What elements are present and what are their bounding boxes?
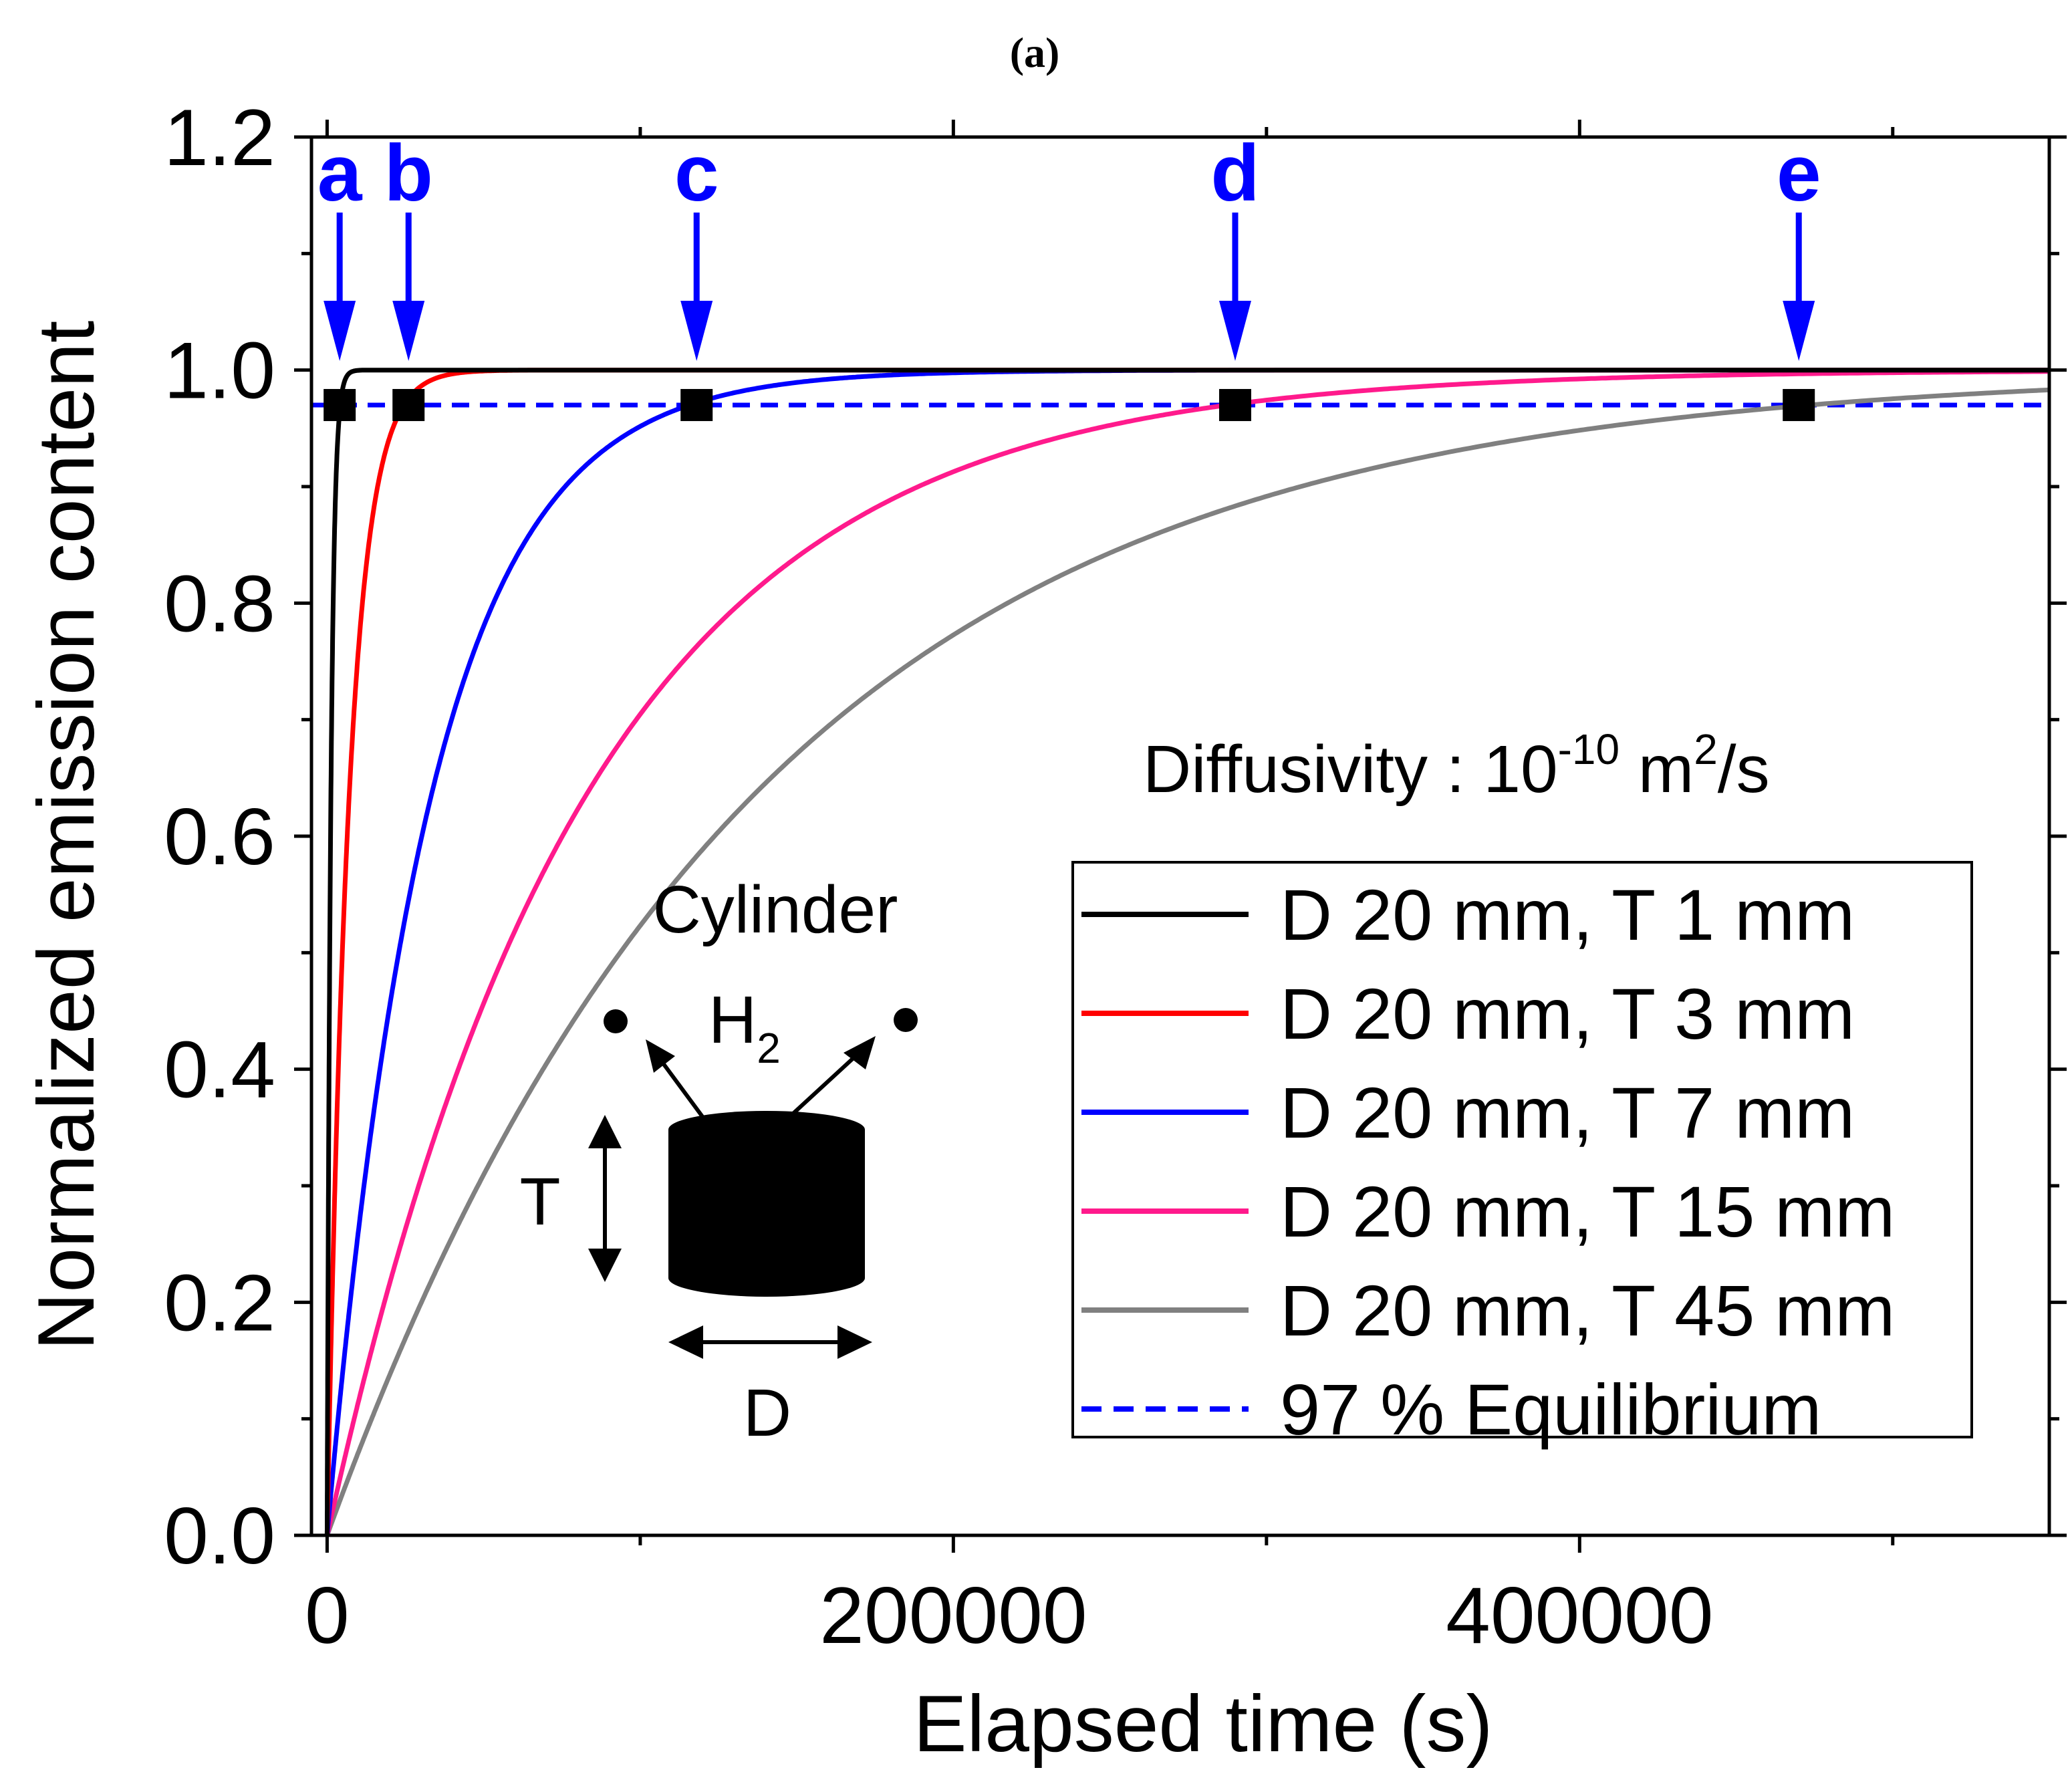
series-line-d-20-mm-t-15-mm	[324, 369, 2049, 1538]
marker-label-d: d	[1210, 128, 1259, 218]
legend-label-d-20-mm-t-1-mm: D 20 mm, T 1 mm	[1280, 874, 1855, 955]
thickness-arrow-up-head	[588, 1115, 622, 1148]
y-tick-label: 1.0	[164, 326, 275, 416]
emission-arrow-left-head	[646, 1039, 675, 1073]
marker-arrow-head-a	[324, 301, 356, 361]
marker-label-e: e	[1777, 128, 1821, 218]
hydrogen-dot-right	[894, 1008, 918, 1032]
y-tick-label: 0.8	[164, 559, 275, 648]
cylinder-top	[668, 1111, 865, 1148]
gas-subscript: 2	[757, 1024, 781, 1072]
legend-label-d-20-mm-t-45-mm: D 20 mm, T 45 mm	[1280, 1270, 1895, 1351]
emission-arrow-right-head	[844, 1036, 876, 1069]
series-line-d-20-mm-t-45-mm	[325, 387, 2050, 1538]
y-tick-label: 0.4	[164, 1025, 275, 1115]
marker-c	[680, 388, 713, 421]
legend-label-d-20-mm-t-7-mm: D 20 mm, T 7 mm	[1280, 1072, 1855, 1153]
y-axis-label: Normalized emission content	[21, 321, 111, 1351]
gas-label: H2	[708, 983, 781, 1072]
marker-label-c: c	[674, 128, 719, 218]
marker-label-b: b	[384, 128, 433, 218]
legend: D 20 mm, T 1 mm D 20 mm, T 3 mm D 20 mm, T…	[1071, 861, 1973, 1450]
marker-a	[324, 388, 356, 421]
emission-arrow-right-shaft	[787, 1054, 858, 1120]
marker-arrow-head-b	[392, 301, 425, 361]
diameter-label: D	[743, 1376, 791, 1450]
diameter-arrow-right-head	[837, 1325, 872, 1359]
y-tick-label: 1.2	[164, 93, 275, 182]
legend-box	[1071, 861, 1973, 1438]
gas-symbol: H	[708, 983, 757, 1057]
legend-label-d-20-mm-t-15-mm: D 20 mm, T 15 mm	[1280, 1171, 1895, 1252]
inset-title: Cylinder	[653, 872, 898, 947]
marker-arrow-head-c	[680, 301, 713, 361]
legend-label-d-20-mm-t-3-mm: D 20 mm, T 3 mm	[1280, 973, 1855, 1054]
marker-b	[392, 388, 425, 421]
y-tick-label: 0.6	[164, 792, 275, 882]
x-tick-label: 0	[305, 1571, 350, 1660]
cylinder-inset: Cylinder H2 T D	[519, 872, 918, 1450]
diameter-arrow-left-head	[668, 1325, 703, 1359]
panel-label: (a)	[1010, 29, 1060, 76]
diffusivity-exponent: -10	[1558, 725, 1620, 773]
emission-arrow-left-shaft	[660, 1060, 705, 1119]
thickness-label: T	[519, 1164, 560, 1239]
hydrogen-dot-left	[604, 1009, 628, 1033]
marker-arrow-head-e	[1783, 301, 1815, 361]
x-tick-label: 400000	[1446, 1571, 1713, 1660]
legend-items: D 20 mm, T 1 mm D 20 mm, T 3 mm D 20 mm, T…	[1081, 874, 1895, 1450]
diffusivity-unit: m	[1620, 732, 1694, 807]
marker-label-a: a	[317, 128, 363, 218]
marker-d	[1218, 388, 1251, 421]
x-tick-label: 200000	[819, 1571, 1087, 1660]
diffusivity-prefix: Diffusivity : 10	[1143, 732, 1558, 807]
tick-group: 0 200000 400000 0.0 0.2 0.4 0.6 0.8 1.0 1.2	[164, 93, 2067, 1660]
marker-e	[1783, 388, 1815, 421]
diffusivity-unit-square: 2	[1694, 725, 1718, 773]
series-line-d-20-mm-t-1-mm	[324, 368, 2049, 1538]
diffusivity-annotation: Diffusivity : 10-10 m2/s	[1143, 725, 1770, 807]
cylinder-bottom	[668, 1259, 865, 1297]
marker-arrow-head-d	[1218, 301, 1251, 361]
cylinder-body	[668, 1130, 865, 1278]
thickness-arrow-down-head	[588, 1249, 622, 1282]
legend-label-97-equilibrium: 97 % Equilibrium	[1280, 1369, 1821, 1450]
y-tick-label: 0.2	[164, 1258, 275, 1348]
diffusivity-unit-suffix: /s	[1718, 732, 1770, 807]
y-tick-label: 0.0	[164, 1491, 275, 1581]
x-axis-label: Elapsed time (s)	[914, 1679, 1493, 1769]
